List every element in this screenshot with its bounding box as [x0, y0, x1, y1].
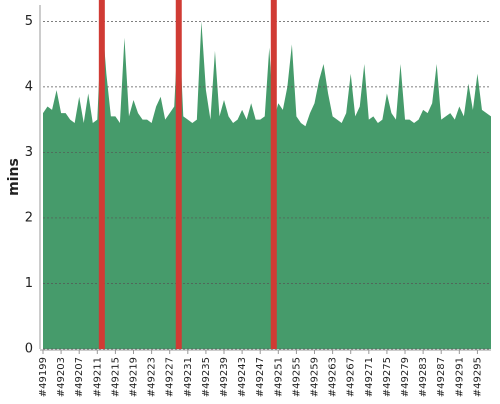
x-tick-label: #49239: [219, 357, 230, 397]
x-tick-label: #49235: [201, 357, 212, 397]
x-tick-label: #49199: [38, 357, 49, 397]
x-tick-label: #49211: [92, 357, 103, 397]
x-tick-label: #49283: [418, 357, 429, 397]
x-tick-label: #49291: [454, 357, 465, 397]
x-tick-label: #49275: [382, 357, 393, 397]
x-tick-label: #49267: [346, 357, 357, 397]
x-tick-label: #49243: [237, 357, 248, 397]
y-axis-label: mins: [6, 158, 22, 196]
y-tick-label: 4: [25, 79, 33, 94]
x-tick-label: #49251: [273, 357, 284, 397]
x-tick-label: #49231: [183, 357, 194, 397]
x-tick-label: #49215: [110, 357, 121, 397]
x-tick-label: #49203: [56, 357, 67, 397]
y-tick-label: 2: [25, 210, 33, 225]
x-tick-label: #49219: [129, 357, 140, 397]
x-tick-label: #49259: [310, 357, 321, 397]
marker: [98, 0, 105, 349]
x-tick-label: #49279: [400, 357, 411, 397]
y-tick-label: 5: [25, 14, 33, 29]
area: [43, 14, 491, 349]
x-tick-label: #49287: [436, 357, 447, 397]
marker: [270, 0, 277, 349]
y-tick-label: 0: [25, 342, 33, 357]
x-tick-label: #49295: [472, 357, 483, 397]
x-tick-label: #49255: [291, 357, 302, 397]
y-tick-label: 3: [25, 145, 33, 160]
marker: [175, 0, 182, 349]
x-tick-label: #49223: [147, 357, 158, 397]
x-tick-label: #49263: [328, 357, 339, 397]
x-tick-label: #49227: [165, 357, 176, 397]
x-tick-label: #49247: [255, 357, 266, 397]
x-tick-label: #49271: [364, 357, 375, 397]
x-tick-label: #49207: [74, 357, 85, 397]
y-tick-label: 1: [25, 276, 33, 291]
